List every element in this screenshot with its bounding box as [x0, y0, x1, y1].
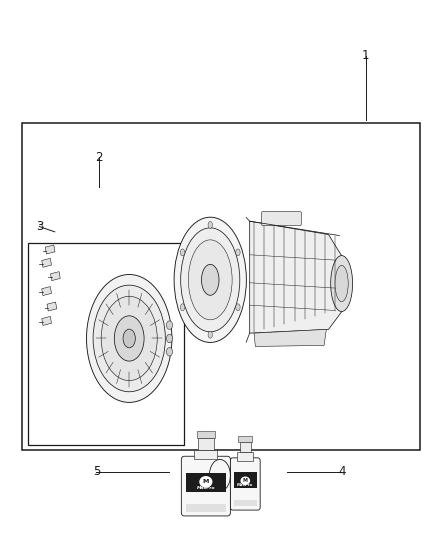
- Ellipse shape: [86, 274, 172, 402]
- Ellipse shape: [240, 477, 250, 485]
- Bar: [234, 472, 257, 488]
- Bar: [28, 243, 184, 445]
- Ellipse shape: [166, 348, 173, 356]
- Text: 5: 5: [93, 465, 100, 478]
- Ellipse shape: [236, 249, 240, 256]
- Bar: [22, 123, 420, 450]
- Ellipse shape: [93, 285, 165, 392]
- Ellipse shape: [174, 217, 246, 343]
- FancyBboxPatch shape: [261, 212, 301, 225]
- Bar: [42, 287, 52, 295]
- Bar: [198, 438, 214, 450]
- Ellipse shape: [114, 316, 144, 361]
- Text: M: M: [203, 479, 209, 484]
- Bar: [194, 450, 217, 459]
- Text: 2: 2: [95, 151, 102, 164]
- Ellipse shape: [335, 265, 348, 302]
- Bar: [42, 259, 52, 268]
- Ellipse shape: [201, 264, 219, 295]
- Ellipse shape: [180, 304, 185, 311]
- Bar: [238, 436, 252, 442]
- Bar: [234, 500, 257, 506]
- Bar: [186, 504, 226, 512]
- Polygon shape: [250, 221, 342, 333]
- Ellipse shape: [166, 321, 173, 329]
- Bar: [45, 245, 55, 254]
- Ellipse shape: [199, 476, 212, 488]
- Polygon shape: [254, 329, 326, 346]
- Bar: [47, 302, 57, 311]
- Bar: [42, 317, 52, 325]
- Text: 3: 3: [36, 220, 43, 233]
- Ellipse shape: [208, 331, 212, 338]
- FancyBboxPatch shape: [230, 458, 260, 510]
- Ellipse shape: [236, 304, 240, 311]
- Ellipse shape: [166, 334, 173, 343]
- Bar: [186, 473, 226, 492]
- Bar: [240, 442, 251, 452]
- Ellipse shape: [180, 249, 185, 256]
- FancyBboxPatch shape: [181, 456, 230, 516]
- Bar: [50, 272, 60, 280]
- Ellipse shape: [180, 228, 240, 332]
- Ellipse shape: [208, 222, 212, 229]
- Text: MaxPro: MaxPro: [197, 486, 215, 490]
- Text: M: M: [243, 478, 248, 483]
- Bar: [197, 431, 215, 438]
- Ellipse shape: [101, 296, 157, 381]
- Text: 1: 1: [362, 50, 370, 62]
- Ellipse shape: [123, 329, 135, 348]
- Ellipse shape: [331, 256, 353, 311]
- Ellipse shape: [188, 240, 232, 320]
- Bar: [237, 452, 253, 461]
- Text: 4: 4: [338, 465, 346, 478]
- Text: MaxPro: MaxPro: [237, 483, 254, 487]
